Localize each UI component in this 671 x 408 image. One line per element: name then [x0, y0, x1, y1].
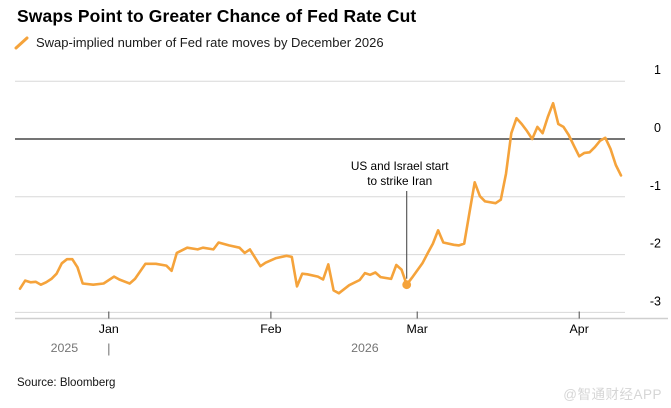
y-tick-label: -1 [650, 179, 661, 193]
annotation-dot [402, 280, 412, 290]
annotation-text: US and Israel start [351, 159, 449, 173]
x-tick-label: Apr [570, 322, 589, 336]
y-tick-label: -3 [650, 294, 661, 308]
y-tick-label: 0 [654, 121, 661, 135]
year-label: 2025 [51, 341, 79, 355]
x-tick-label: Feb [260, 322, 281, 336]
chart-area: Jan Feb Mar Apr 2025 2026 | 1 0 -1 -2 -3 US and Isra… [15, 63, 668, 356]
x-tick-label: Jan [99, 322, 119, 336]
year-label: 2026 [351, 341, 379, 355]
x-tick-label: Mar [407, 322, 428, 336]
y-tick-label: 1 [654, 63, 661, 77]
line-chart-svg: Jan Feb Mar Apr 2025 2026 | 1 0 -1 -2 -3 US and Isra… [15, 63, 668, 356]
source-label: Source: Bloomberg [17, 377, 116, 389]
series-line [18, 101, 623, 295]
legend-label: Swap-implied number of Fed rate moves by… [36, 35, 384, 50]
annotation-text: to strike Iran [367, 174, 432, 188]
year-separator: | [107, 341, 110, 356]
chart-title: Swaps Point to Greater Chance of Fed Rat… [17, 6, 417, 26]
legend-line-icon [14, 36, 30, 50]
y-tick-label: -2 [650, 237, 661, 251]
watermark-label: @智通财经APP [563, 387, 662, 402]
legend: Swap-implied number of Fed rate moves by… [14, 35, 384, 50]
